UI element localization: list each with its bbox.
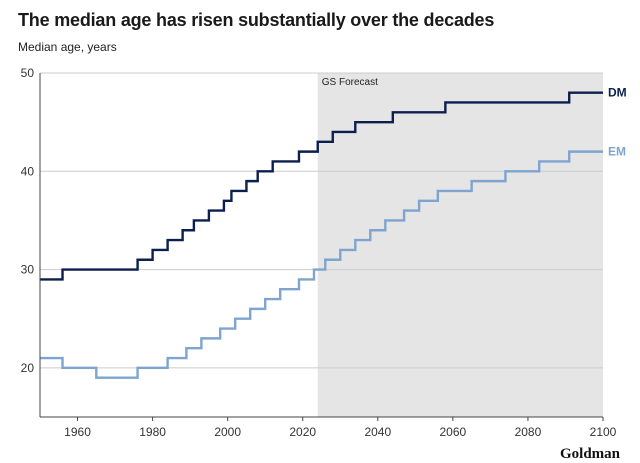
forecast-band [318, 73, 603, 417]
x-tick-label-2060: 2060 [440, 425, 467, 439]
y-axis-ticks: 20 30 40 50 [21, 66, 35, 375]
y-tick-label-50: 50 [21, 66, 35, 80]
y-tick-label-20: 20 [21, 361, 35, 375]
x-tick-label-1960: 1960 [64, 425, 91, 439]
y-tick-label-40: 40 [21, 164, 35, 178]
y-tick-label-30: 30 [21, 263, 35, 277]
forecast-label: GS Forecast [322, 77, 378, 88]
brand-logo-text: Goldman [560, 446, 620, 463]
median-age-chart: GS Forecast 20 30 40 50 1960 1980 2000 2020 204… [0, 0, 640, 460]
series-label-dm: DM [608, 86, 627, 100]
x-tick-label-1980: 1980 [139, 425, 166, 439]
x-tick-label-2080: 2080 [515, 425, 542, 439]
x-tick-label-2020: 2020 [289, 425, 316, 439]
series-label-em: EM [608, 145, 626, 159]
x-tick-label-2040: 2040 [364, 425, 391, 439]
x-axis-ticks: 1960 1980 2000 2020 2040 2060 2080 2100 [64, 417, 616, 439]
x-tick-label-2100: 2100 [590, 425, 617, 439]
x-tick-label-2000: 2000 [214, 425, 241, 439]
